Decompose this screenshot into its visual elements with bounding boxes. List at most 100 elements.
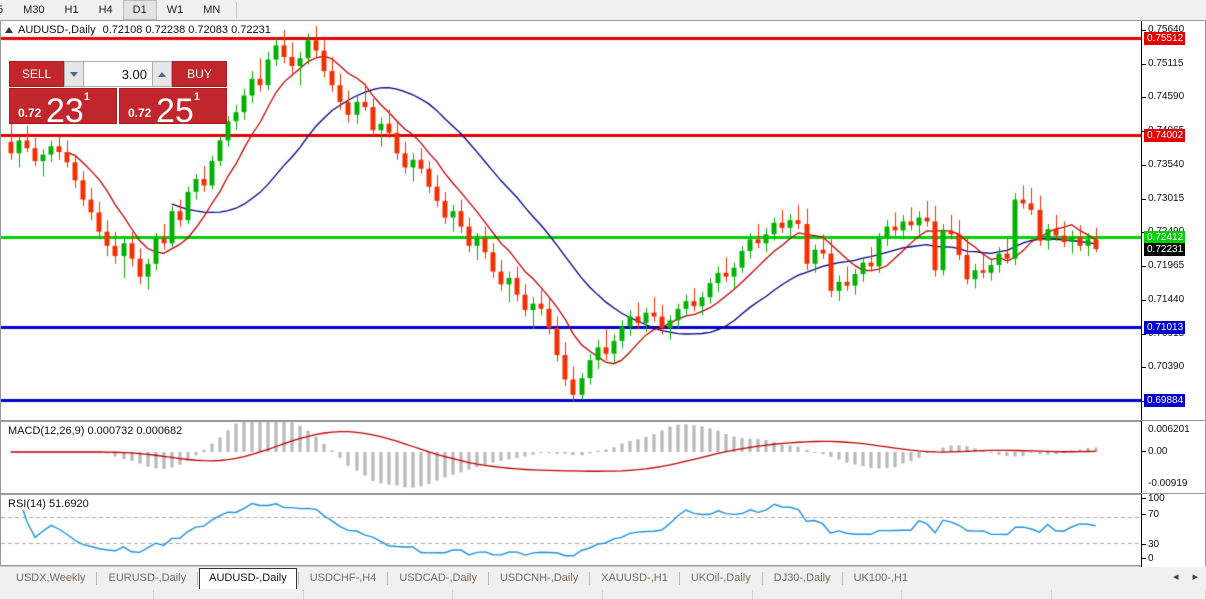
rsi-tick	[1142, 558, 1146, 559]
sell-button[interactable]: SELL	[9, 61, 64, 87]
toolbar-divider	[236, 2, 238, 18]
chart-tab[interactable]: EURUSD-,Daily	[108, 572, 187, 584]
rsi-scale-label: 30	[1148, 539, 1160, 550]
collapse-triangle-icon[interactable]	[5, 26, 13, 33]
buy-price-display[interactable]: 0.72 25 1	[119, 88, 227, 124]
chart-tab[interactable]: USDCNH-,Daily	[499, 572, 579, 584]
timeframe-button-5[interactable]: 5	[0, 4, 4, 16]
one-click-trading-panel[interactable]: SELL 3.00 BUY 0.72 23 1 0.72 25 1	[9, 61, 227, 124]
chart-window[interactable]: AUDUSD-,Daily 0.72108 0.72238 0.72083 0.…	[0, 20, 1206, 586]
price-tick-label: 0.70390	[1148, 361, 1185, 373]
price-tick	[1142, 164, 1146, 166]
timeframe-button-d1[interactable]: D1	[122, 0, 157, 20]
price-tick-label: 0.71440	[1148, 293, 1185, 305]
rsi-scale: 100 70 30 0	[1141, 493, 1205, 566]
status-grid-strip	[0, 590, 1206, 599]
rsi-tick	[1142, 514, 1146, 515]
sell-price-main: 23	[46, 92, 84, 124]
price-level-label: 0.75512	[1144, 32, 1186, 46]
symbol-ohlc: 0.72108 0.72238 0.72083 0.72231	[102, 23, 271, 36]
macd-scale-label: 0.006201	[1148, 424, 1190, 435]
price-tick	[1142, 63, 1146, 65]
chart-tab[interactable]: UKOil-,Daily	[690, 572, 751, 584]
timeframe-button-h4[interactable]: H4	[98, 4, 113, 16]
timeframe-button-m30[interactable]: M30	[23, 4, 45, 16]
chart-tab[interactable]: XAUUSD-,H1	[601, 572, 668, 584]
price-tick	[1142, 299, 1146, 301]
price-tick	[1142, 367, 1146, 369]
chevron-down-icon	[70, 71, 78, 77]
price-pane[interactable]	[1, 21, 1142, 418]
pane-divider	[1, 493, 1206, 494]
macd-canvas[interactable]	[1, 422, 1142, 492]
rsi-scale-label: 100	[1148, 493, 1165, 504]
price-tick-label: 0.75640	[1148, 23, 1185, 35]
timeframe-button-h1[interactable]: H1	[64, 4, 79, 16]
volume-decrease-button[interactable]	[64, 61, 84, 87]
buy-button[interactable]: BUY	[172, 61, 227, 87]
chart-tabs: USDX,Weekly EURUSD-,Daily AUDUSD-,Daily USD…	[0, 567, 918, 589]
scroll-left-icon[interactable]: ◂	[1172, 571, 1179, 583]
scroll-right-icon[interactable]: ▸	[1192, 571, 1198, 583]
volume-increase-button[interactable]	[152, 61, 172, 87]
macd-pane[interactable]: MACD(12,26,9) 0.000732 0.000682	[1, 421, 1142, 493]
rsi-tick	[1142, 544, 1146, 545]
rsi-tick	[1142, 498, 1146, 499]
tab-divider	[96, 571, 98, 585]
timeframe-button-w1[interactable]: W1	[166, 4, 184, 16]
price-tick-label: 0.75115	[1148, 57, 1184, 69]
timeframe-button-mn[interactable]: MN	[203, 4, 221, 16]
sell-price-display[interactable]: 0.72 23 1	[9, 88, 117, 124]
grid-cell	[453, 590, 603, 599]
buy-price-prefix: 0.72	[128, 106, 152, 120]
tab-divider	[387, 571, 389, 585]
macd-scale-label: 0.00	[1148, 446, 1168, 457]
tab-divider	[678, 571, 680, 585]
price-canvas[interactable]	[1, 21, 1142, 418]
tab-divider	[589, 571, 591, 585]
price-tick-label: 0.73540	[1148, 158, 1185, 170]
rsi-canvas[interactable]	[1, 495, 1142, 565]
grid-cell	[154, 590, 304, 599]
tab-divider	[841, 571, 843, 585]
grid-cell	[902, 590, 1052, 599]
symbol-name: AUDUSD-,Daily	[18, 23, 96, 36]
volume-input[interactable]: 3.00	[84, 61, 152, 87]
grid-cell	[0, 590, 155, 599]
tab-divider	[197, 571, 199, 585]
chart-tab[interactable]: USDCAD-,Daily	[399, 572, 477, 584]
price-tick-label: 0.74590	[1148, 91, 1185, 103]
macd-label: MACD(12,26,9) 0.000732 0.000682	[6, 425, 185, 437]
price-level-label: 0.71013	[1144, 321, 1186, 335]
tab-divider	[761, 571, 763, 585]
tab-divider	[487, 571, 489, 585]
price-tick-label: 0.71965	[1148, 260, 1185, 272]
rsi-scale-label: 70	[1148, 509, 1160, 520]
chevron-up-icon	[158, 71, 166, 77]
tab-scroll-arrows[interactable]: ◂ ▸	[1173, 570, 1198, 583]
chart-tab[interactable]: USDCHF-,H4	[309, 572, 377, 584]
price-tick	[1142, 97, 1146, 99]
grid-cell	[753, 590, 903, 599]
macd-tick	[1142, 451, 1146, 452]
rsi-label: RSI(14) 51.6920	[6, 498, 91, 510]
chart-tab[interactable]: DJ30-,Daily	[773, 572, 831, 584]
price-tick-label: 0.73015	[1148, 192, 1185, 204]
grid-cell	[603, 590, 753, 599]
price-level-label: 0.69884	[1144, 393, 1186, 407]
buy-price-main: 25	[156, 92, 194, 124]
volume-stepper[interactable]: 3.00	[64, 61, 172, 87]
chart-tab[interactable]: UK100-,H1	[853, 572, 909, 584]
rsi-pane[interactable]: RSI(14) 51.6920	[1, 494, 1142, 566]
price-level-label: 0.72231	[1144, 242, 1186, 256]
macd-scale-label: -0.00919	[1148, 478, 1188, 489]
chart-tab[interactable]: USDX,Weekly	[16, 572, 86, 584]
symbol-header: AUDUSD-,Daily 0.72108 0.72238 0.72083 0.…	[5, 23, 271, 36]
macd-scale: 0.006201 0.00 -0.00919	[1141, 421, 1205, 493]
buy-price-fraction: 1	[193, 91, 200, 103]
price-level-label: 0.74002	[1144, 129, 1186, 143]
rsi-scale-label: 0	[1148, 553, 1154, 564]
sell-price-fraction: 1	[83, 91, 90, 103]
chart-tab[interactable]: AUDUSD-,Daily	[199, 568, 297, 589]
